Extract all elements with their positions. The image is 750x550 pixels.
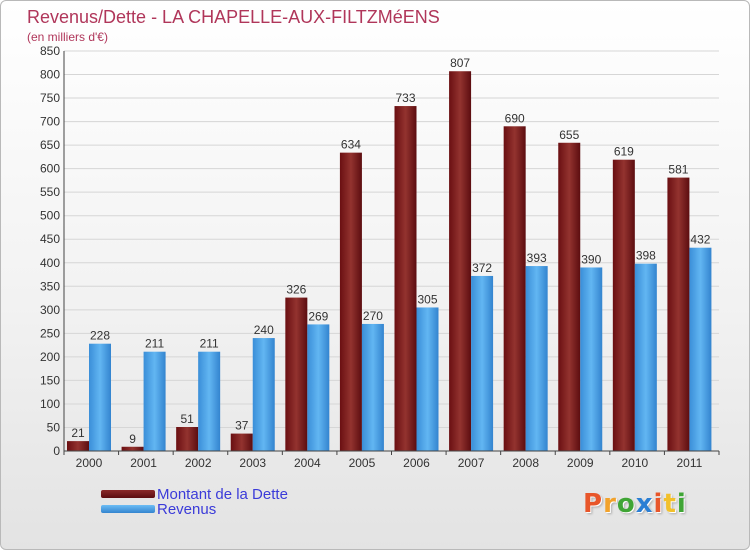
bar-revenus [471,275,494,451]
x-tick-label: 2003 [239,456,266,470]
y-tick-label: 400 [40,256,60,270]
legend-label-dette: Montant de la Dette [157,486,288,503]
data-label: 240 [254,323,274,337]
logo-letter: i [676,489,687,519]
bar-revenus [634,263,657,451]
grid-lines [64,50,719,452]
data-label: 581 [668,163,688,177]
bar-revenus [143,351,166,451]
chart-subtitle: (en milliers d'€) [27,30,108,44]
logo-letter: r [603,489,617,519]
bar-revenus [580,267,603,451]
data-label: 228 [90,329,110,343]
axes: 0 50 100 150 200 250 300 350 400 450 500 550 600 650 7… [40,44,720,470]
bar-revenus [525,266,548,451]
data-label: 269 [308,309,328,323]
y-tick-label: 700 [40,115,60,129]
x-tick-label: 2011 [677,456,703,470]
y-tick-label: 800 [40,68,60,82]
data-label: 619 [614,145,634,159]
data-label: 9 [129,432,136,446]
proxiti-logo: Proxiti [583,489,687,519]
x-tick-label: 2004 [294,456,321,470]
data-label: 733 [395,91,415,105]
x-tick-label: 2005 [349,456,376,470]
y-tick-label: 100 [40,397,60,411]
x-tick-label: 2010 [621,456,648,470]
x-tick-label: 2008 [512,456,539,470]
data-label: 305 [417,292,437,306]
data-label: 372 [472,261,492,275]
bar-dette [67,441,89,451]
data-label: 51 [180,412,194,426]
logo-letter: x [635,489,654,519]
x-tick-label: 2002 [185,456,212,470]
logo-letter: t [663,489,677,519]
bar-dette [449,71,472,451]
bar-dette [121,446,144,451]
y-tick-label: 150 [40,373,60,387]
bar-revenus [689,247,712,451]
y-tick-label: 0 [53,444,60,458]
data-label: 390 [581,252,601,266]
data-label: 393 [527,251,547,265]
data-label: 21 [71,426,85,440]
logo-letter: o [616,489,636,519]
bar-dette [176,427,199,451]
y-tick-label: 250 [40,326,60,340]
y-tick-label: 50 [47,420,61,434]
bar-revenus [89,343,111,451]
legend-swatch-revenus [101,505,155,513]
y-tick-label: 650 [40,138,60,152]
data-label: 634 [341,138,361,152]
y-tick-label: 750 [40,91,60,105]
bar-revenus [198,351,221,451]
bars [67,71,712,452]
data-label: 807 [450,56,470,70]
bar-dette [285,297,308,451]
y-tick-label: 450 [40,232,60,246]
logo-letter: i [653,489,664,519]
bar-revenus [361,323,384,451]
bar-dette [230,433,253,451]
x-tick-label: 2001 [130,456,157,470]
y-tick-label: 500 [40,209,60,223]
data-label: 432 [690,233,710,247]
y-tick-label: 350 [40,279,60,293]
x-tick-label: 2009 [567,456,594,470]
bar-revenus [252,338,275,451]
bar-dette [394,106,417,451]
bar-dette [612,159,635,452]
x-tick-label: 2006 [403,456,430,470]
bar-revenus [307,324,330,451]
chart-title: Revenus/Dette - LA CHAPELLE-AUX-FILTZMéE… [27,7,440,27]
x-tick-label: 2000 [76,456,103,470]
bar-dette [503,126,526,451]
y-tick-label: 600 [40,162,60,176]
bar-dette [667,177,690,451]
y-tick-label: 300 [40,303,60,317]
data-label: 211 [145,337,164,351]
legend-label-revenus: Revenus [157,501,217,518]
data-label: 655 [559,128,579,142]
y-tick-label: 850 [40,44,60,58]
bar-revenus [416,307,439,451]
legend-swatch-dette [101,490,155,498]
bar-dette [339,152,362,451]
data-label: 211 [200,337,219,351]
data-label: 690 [505,111,525,125]
y-tick-label: 200 [40,350,60,364]
data-label: 37 [235,419,249,433]
bar-dette [558,142,581,451]
y-tick-label: 550 [40,185,60,199]
x-tick-label: 2007 [458,456,485,470]
data-label: 398 [636,249,656,263]
data-label: 270 [363,309,383,323]
logo-letter: P [583,489,604,519]
data-label: 326 [286,283,306,297]
